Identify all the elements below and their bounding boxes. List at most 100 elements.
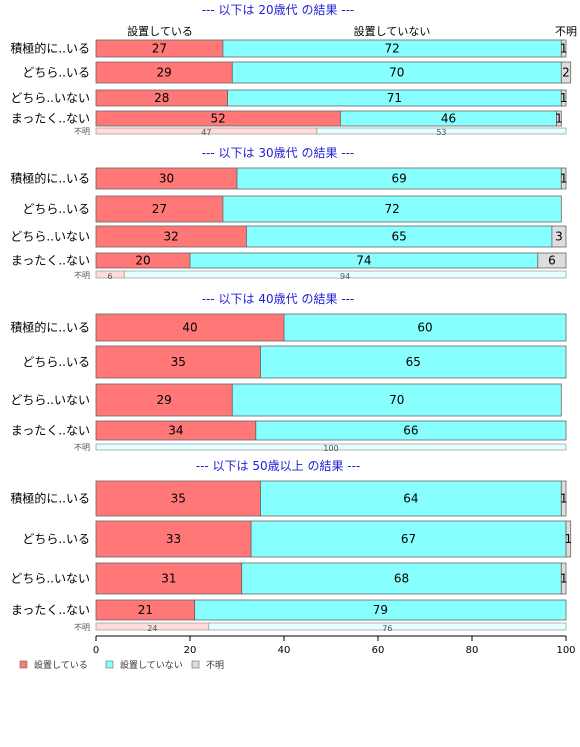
- bar-value-label: 27: [152, 42, 167, 56]
- bar-value-label: 30: [159, 172, 174, 186]
- bar-segment: [95, 562, 243, 595]
- bar-value-label: 1: [560, 42, 568, 56]
- x-tick-label: 80: [466, 645, 479, 656]
- bar-segment: [560, 89, 567, 107]
- bar-value-label: 60: [417, 321, 432, 335]
- bar-value-label: 68: [394, 572, 409, 586]
- bar-value-label: 6: [548, 254, 556, 268]
- unknown-value-label: 47: [201, 128, 211, 137]
- bar-segment: [260, 480, 562, 517]
- bar-value-label: 79: [373, 603, 388, 617]
- bar-value-label: 2: [562, 66, 570, 80]
- bar-segment: [556, 110, 562, 127]
- panel-title: --- 以下は 30歳代 の結果 ---: [202, 146, 355, 160]
- bar-value-label: 64: [403, 492, 418, 506]
- bar-segment: [537, 252, 567, 269]
- bar-value-label: 29: [157, 66, 172, 80]
- bar-value-label: 1: [555, 112, 563, 126]
- bar-value-label: 1: [560, 172, 568, 186]
- panel-title: --- 以下は 20歳代 の結果 ---: [202, 3, 355, 17]
- bar-segment: [95, 383, 233, 417]
- row-label: どちら..いない: [10, 572, 90, 586]
- bar-value-label: 74: [356, 254, 371, 268]
- unknown-value-label: 100: [323, 444, 338, 453]
- bar-value-label: 3: [555, 230, 563, 244]
- row-label: まったく..ない: [11, 254, 90, 268]
- bar-value-label: 27: [152, 202, 167, 216]
- bar-value-label: 72: [384, 202, 399, 216]
- unknown-value-label: 76: [382, 624, 392, 633]
- row-label: どちら..いる: [22, 355, 90, 369]
- bar-value-label: 66: [403, 424, 418, 438]
- row-label: どちら..いない: [10, 91, 90, 105]
- bar-value-label: 35: [171, 492, 186, 506]
- row-label: どちら..いる: [22, 66, 90, 80]
- bar-value-label: 46: [441, 112, 456, 126]
- bar-value-label: 70: [389, 66, 404, 80]
- row-label: どちら..いる: [22, 532, 90, 546]
- bar-segment: [565, 520, 572, 558]
- bar-segment: [95, 313, 285, 342]
- bar-value-label: 29: [157, 393, 172, 407]
- column-label: 設置していない: [354, 24, 431, 38]
- column-label: 不明: [555, 25, 577, 38]
- row-label: 積極的に..いる: [10, 41, 90, 56]
- bar-value-label: 1: [565, 532, 573, 546]
- bar-segment: [560, 562, 567, 595]
- bar-segment: [551, 225, 567, 248]
- bar-segment: [560, 167, 567, 190]
- unknown-bar-segment: [123, 270, 567, 279]
- bar-segment: [255, 420, 567, 441]
- bar-segment: [222, 195, 562, 223]
- bar-value-label: 69: [392, 172, 407, 186]
- bar-value-label: 71: [387, 91, 402, 105]
- unknown-value-label: 53: [436, 128, 446, 137]
- bar-value-label: 31: [161, 572, 176, 586]
- legend-swatch: [191, 660, 200, 669]
- unknown-label: 不明: [74, 271, 90, 280]
- x-tick-label: 20: [184, 645, 197, 656]
- unknown-label: 不明: [74, 127, 90, 136]
- legend-swatch: [19, 660, 28, 669]
- bar-value-label: 32: [164, 230, 179, 244]
- bar-segment: [560, 61, 572, 84]
- unknown-bar-segment: [316, 127, 567, 135]
- bar-value-label: 1: [560, 91, 568, 105]
- bar-value-label: 20: [135, 254, 150, 268]
- unknown-bar-segment: [208, 622, 567, 631]
- row-label: 積極的に..いる: [10, 320, 90, 335]
- row-label: まったく..ない: [11, 112, 90, 126]
- bar-value-label: 52: [211, 112, 226, 126]
- bar-value-label: 34: [168, 424, 183, 438]
- row-label: 積極的に..いる: [10, 171, 90, 186]
- unknown-label: 不明: [74, 623, 90, 632]
- bar-segment: [260, 345, 567, 379]
- bar-segment: [560, 39, 567, 58]
- bar-segment: [95, 480, 261, 517]
- unknown-bar-segment: [95, 443, 567, 451]
- bar-segment: [560, 480, 567, 517]
- bar-value-label: 1: [560, 492, 568, 506]
- legend-label: 設置している: [34, 659, 88, 671]
- row-label: まったく..ない: [11, 603, 90, 617]
- legend-label: 設置していない: [120, 659, 183, 671]
- bar-value-label: 65: [392, 230, 407, 244]
- panel-title: --- 以下は 50歳以上 の結果 ---: [196, 459, 361, 473]
- bar-value-label: 40: [182, 321, 197, 335]
- bar-value-label: 65: [406, 355, 421, 369]
- panel-title: --- 以下は 40歳代 の結果 ---: [202, 292, 355, 306]
- bar-value-label: 72: [384, 42, 399, 56]
- x-tick-label: 60: [372, 645, 385, 656]
- legend-label: 不明: [206, 660, 224, 671]
- unknown-value-label: 94: [340, 272, 350, 281]
- bar-value-label: 70: [389, 393, 404, 407]
- bar-segment: [95, 345, 261, 379]
- row-label: 積極的に..いる: [10, 491, 90, 506]
- unknown-label: 不明: [74, 443, 90, 452]
- unknown-value-label: 6: [108, 272, 113, 281]
- row-label: どちら..いる: [22, 202, 90, 216]
- bar-segment: [95, 195, 224, 223]
- bar-value-label: 28: [154, 91, 169, 105]
- x-tick-label: 100: [556, 645, 575, 656]
